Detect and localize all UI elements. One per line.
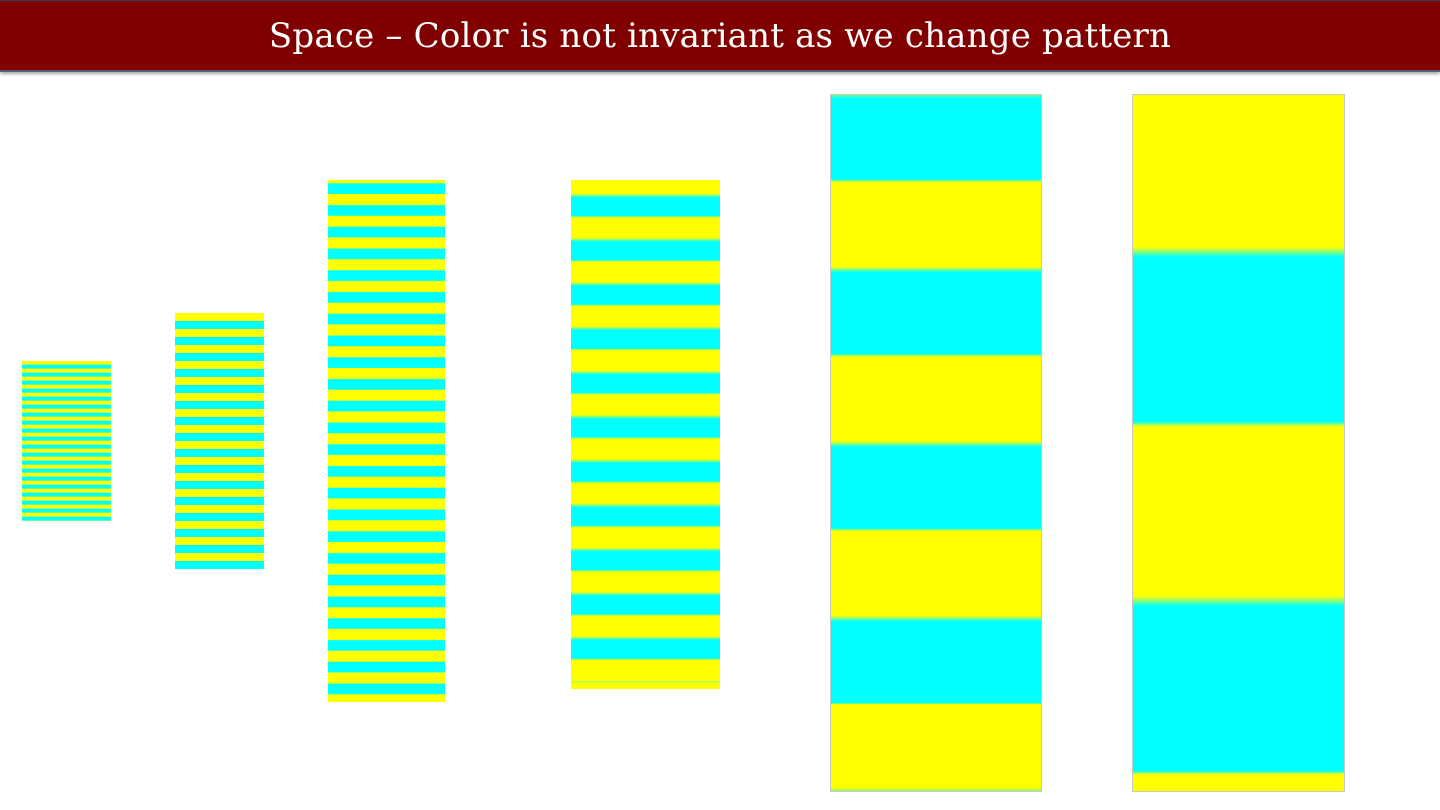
stripe-swatch-6 (1132, 94, 1345, 792)
slide-title: Space – Color is not invariant as we cha… (268, 15, 1172, 56)
stripe-swatch-5 (830, 94, 1042, 792)
stripe-swatch-3 (328, 180, 445, 702)
stripe-swatch-4 (571, 180, 720, 689)
stripe-swatch-1 (22, 361, 111, 521)
title-bar: Space – Color is not invariant as we cha… (0, 0, 1440, 72)
stripe-swatch-2 (175, 313, 264, 569)
